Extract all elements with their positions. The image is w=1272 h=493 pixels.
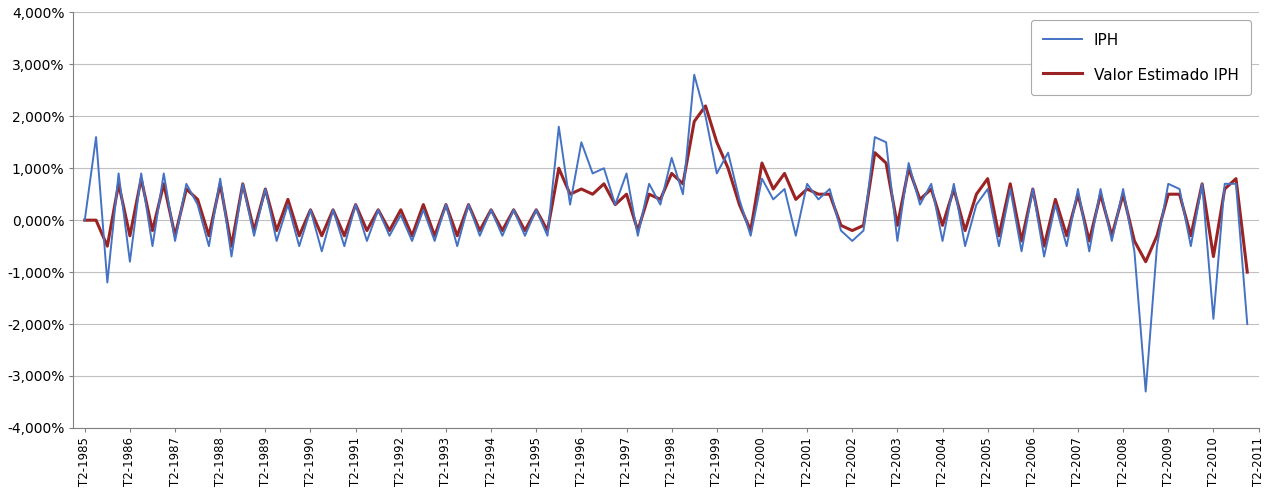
IPH bbox=[1160, 181, 1175, 187]
IPH bbox=[111, 171, 126, 176]
IPH bbox=[653, 202, 668, 208]
Valor Estimado IPH bbox=[111, 181, 126, 187]
Legend: IPH, Valor Estimado IPH: IPH, Valor Estimado IPH bbox=[1032, 20, 1250, 95]
Valor Estimado IPH bbox=[1206, 253, 1221, 259]
IPH bbox=[416, 207, 431, 213]
Line: Valor Estimado IPH: Valor Estimado IPH bbox=[85, 106, 1248, 272]
Valor Estimado IPH bbox=[653, 196, 668, 202]
Line: IPH: IPH bbox=[85, 75, 1248, 391]
Valor Estimado IPH bbox=[78, 217, 93, 223]
Valor Estimado IPH bbox=[416, 202, 431, 208]
IPH bbox=[78, 217, 93, 223]
Valor Estimado IPH bbox=[698, 103, 714, 109]
IPH bbox=[1138, 388, 1154, 394]
Valor Estimado IPH bbox=[370, 207, 385, 213]
IPH bbox=[370, 207, 385, 213]
IPH bbox=[1217, 181, 1233, 187]
IPH bbox=[687, 72, 702, 78]
IPH bbox=[1240, 321, 1255, 327]
Valor Estimado IPH bbox=[1150, 233, 1165, 239]
Valor Estimado IPH bbox=[1240, 269, 1255, 275]
